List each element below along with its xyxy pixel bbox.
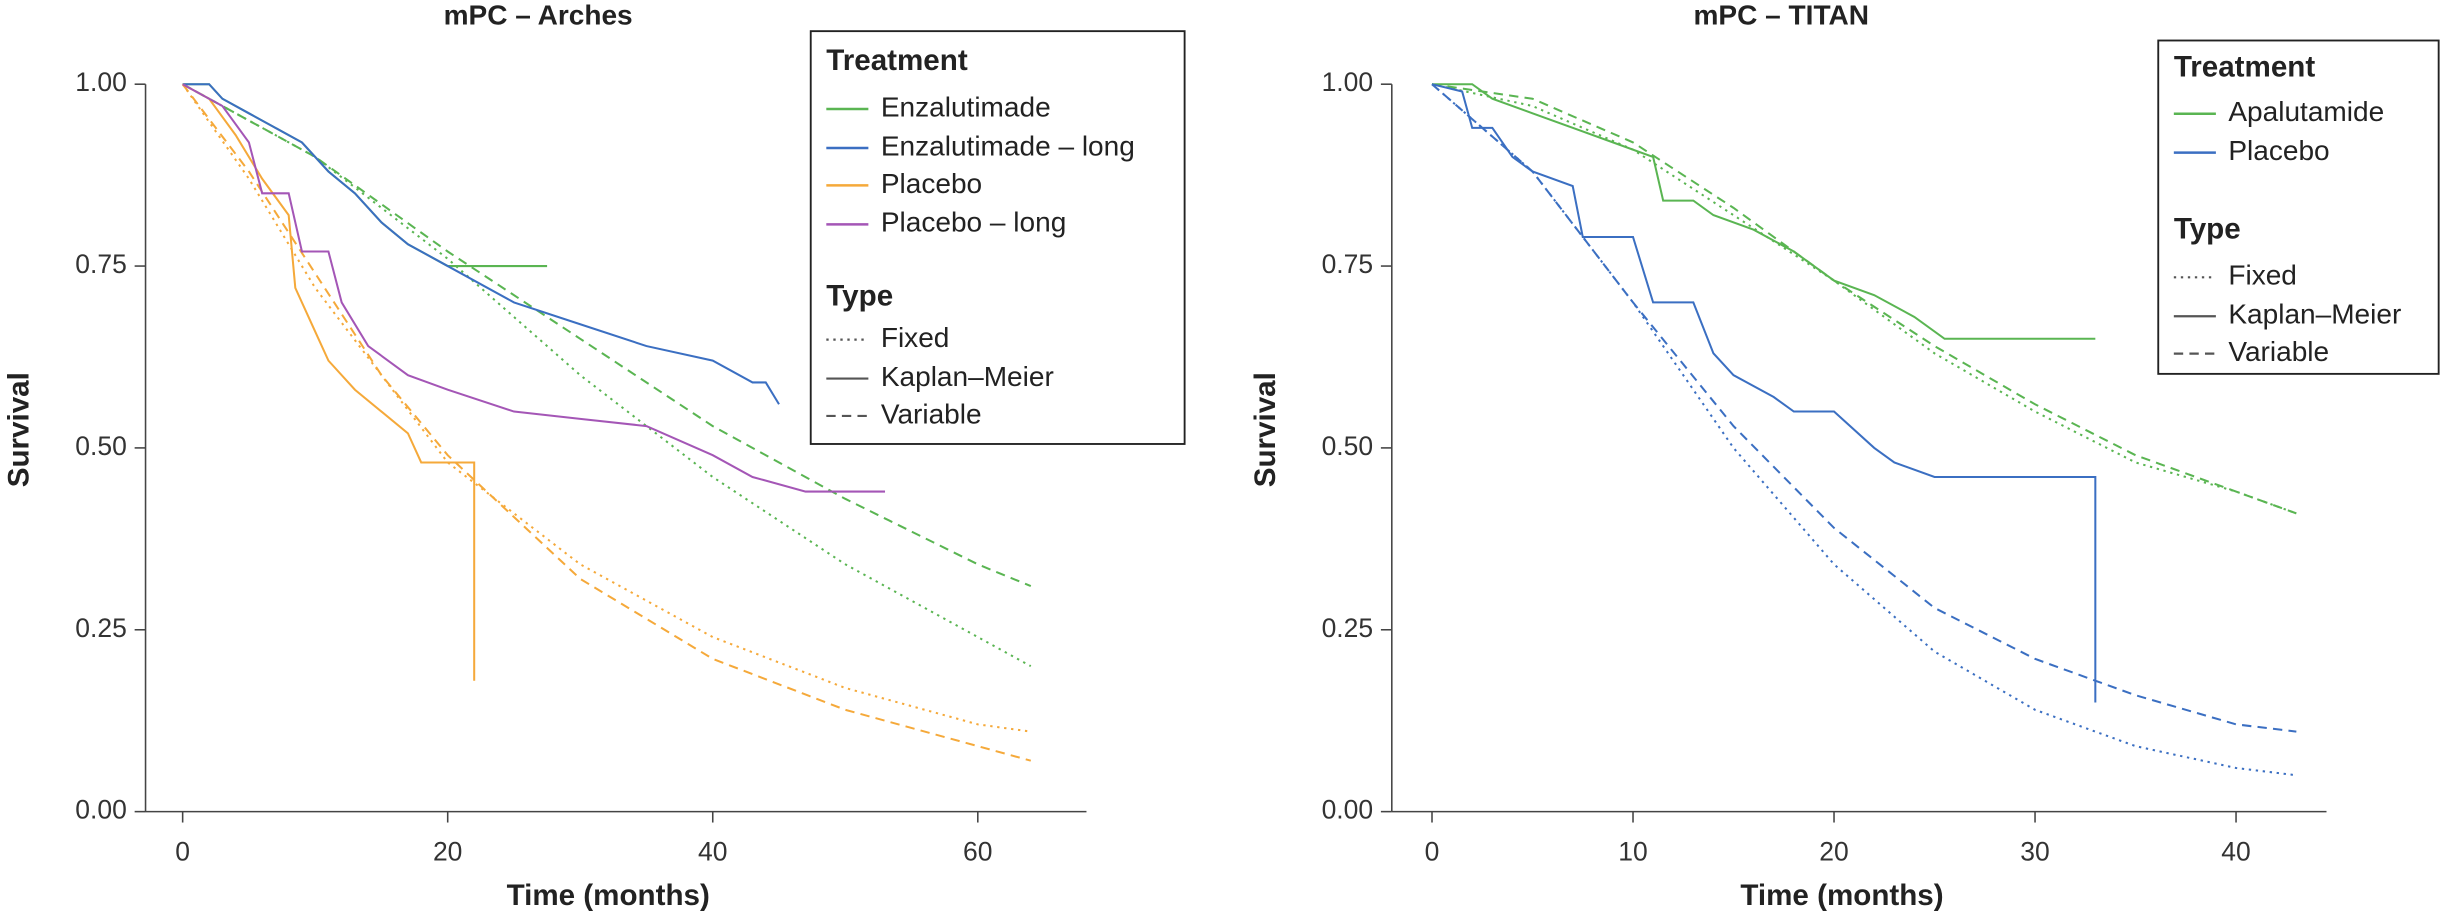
x-tick-label: 40 (2221, 837, 2250, 867)
y-tick-label: 0.75 (75, 249, 127, 279)
survival-line (182, 83, 1032, 668)
chart-title: mPC – Arches (444, 0, 633, 31)
legend-box (2157, 39, 2440, 375)
legend-title: Type (2174, 212, 2241, 245)
chart-title: mPC – TITAN (1694, 0, 1869, 31)
survival-line (182, 83, 886, 493)
legend-label: Variable (881, 398, 982, 429)
y-tick-label: 0.50 (1322, 431, 1374, 461)
survival-line (1431, 83, 2297, 733)
survival-line (1431, 83, 2297, 515)
x-axis-label: Time (months) (1740, 879, 1943, 912)
legend-label: Kaplan–Meier (881, 361, 1054, 392)
x-tick-label: 0 (1425, 837, 1440, 867)
survival-line (1431, 83, 2297, 777)
legend-title: Treatment (826, 44, 968, 77)
y-tick-label: 0.00 (1322, 795, 1374, 825)
x-tick-label: 20 (433, 837, 462, 867)
x-tick-label: 30 (2020, 837, 2049, 867)
y-tick-label: 0.25 (1322, 613, 1374, 643)
survival-line (1431, 83, 2297, 515)
y-tick-label: 0.75 (1322, 249, 1374, 279)
y-axis-label: Survival (1249, 372, 1282, 487)
legend-title: Type (826, 279, 893, 312)
x-tick-label: 60 (963, 837, 992, 867)
survival-line (182, 83, 548, 268)
legend-box (809, 30, 1186, 445)
legend-label: Placebo (881, 168, 982, 199)
legend-label: Kaplan–Meier (2228, 299, 2401, 330)
y-tick-label: 1.00 (75, 67, 127, 97)
x-tick-label: 0 (175, 837, 190, 867)
x-tick-label: 20 (1819, 837, 1848, 867)
x-tick-label: 40 (698, 837, 727, 867)
survival-line (1431, 83, 2097, 703)
legend-label: Fixed (881, 322, 950, 353)
legend-label: Placebo – long (881, 207, 1066, 238)
y-tick-label: 0.00 (75, 795, 127, 825)
legend-label: Variable (2228, 336, 2329, 367)
x-axis-label: Time (months) (507, 879, 710, 912)
legend-label: Apalutamide (2228, 96, 2384, 127)
survival-line (182, 83, 476, 681)
survival-line (181, 83, 1032, 762)
y-tick-label: 1.00 (1322, 67, 1374, 97)
y-tick-label: 0.50 (75, 431, 127, 461)
survival-line (182, 83, 1032, 588)
survival-line (1432, 83, 2096, 340)
legend-title: Treatment (2174, 50, 2316, 83)
survival-line (182, 83, 780, 405)
y-tick-label: 0.25 (75, 613, 127, 643)
x-tick-label: 10 (1618, 837, 1647, 867)
legend-label: Placebo (2228, 135, 2329, 166)
y-axis-label: Survival (3, 372, 36, 487)
legend-label: Enzalutimade (881, 91, 1051, 122)
legend-label: Enzalutimade – long (881, 130, 1135, 161)
legend-label: Fixed (2228, 260, 2297, 291)
